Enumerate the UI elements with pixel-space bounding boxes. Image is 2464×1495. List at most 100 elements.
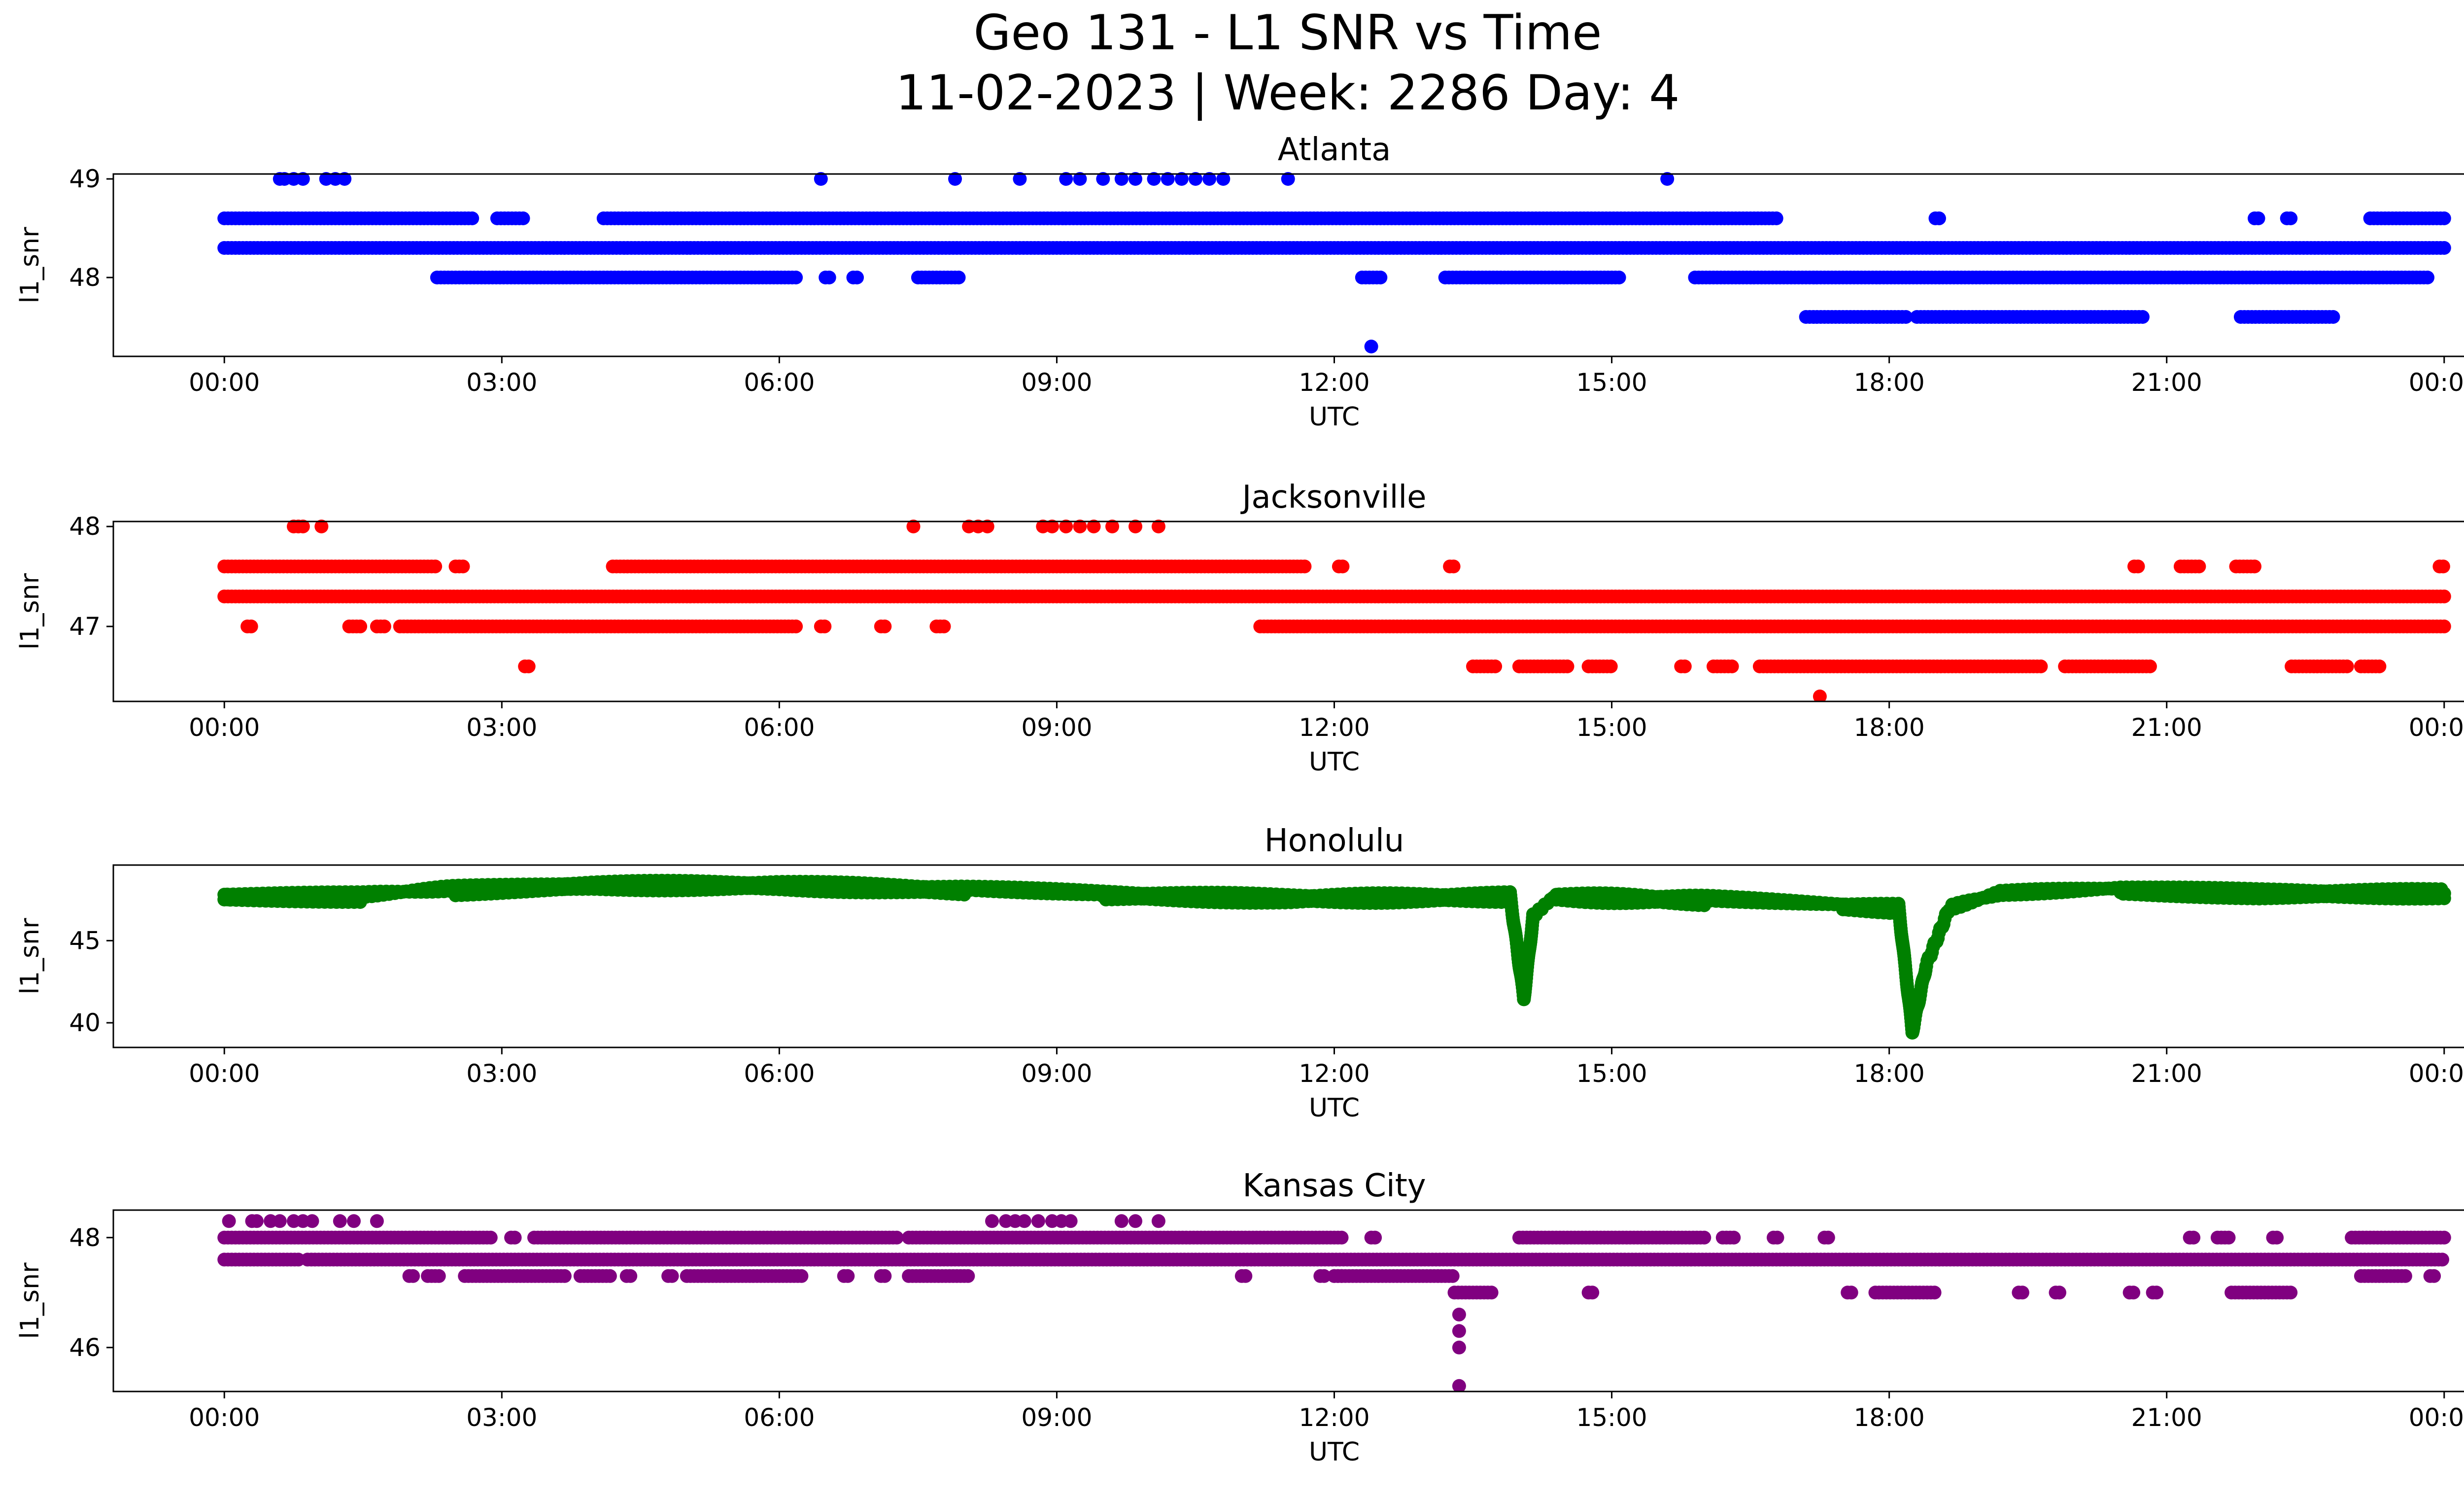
data-point: [2421, 271, 2434, 284]
subplot-title: Jacksonville: [1240, 479, 1427, 516]
data-point: [338, 172, 352, 186]
y-tick-label: 45: [69, 926, 101, 955]
data-point: [1660, 172, 1675, 186]
data-point: [1813, 689, 1827, 701]
plot-frame: [112, 521, 2464, 702]
x-tick-label: 12:00: [1299, 713, 1369, 742]
subplot-title: Honolulu: [1265, 823, 1404, 859]
x-tick-label: 18:00: [1854, 713, 1925, 742]
x-tick-label: 00:00: [189, 713, 260, 742]
data-point: [818, 619, 832, 633]
y-tick-label: 48: [69, 512, 101, 541]
data-point: [1151, 520, 1165, 534]
x-axis-label: UTC: [1309, 402, 1360, 432]
y-axis-label: l1_snr: [15, 227, 45, 304]
data-point: [1096, 172, 1110, 186]
x-tick-label: 09:00: [1021, 368, 1092, 397]
data-point: [814, 172, 828, 186]
data-point: [1174, 172, 1189, 186]
data-point: [377, 619, 391, 633]
subplot-title: Kansas City: [1242, 1168, 1426, 1204]
data-point: [850, 271, 864, 284]
data-point: [2192, 559, 2206, 574]
data-point: [1114, 172, 1129, 186]
x-tick-label: 18:00: [1854, 368, 1925, 397]
x-tick-label: 00:00: [2409, 1059, 2464, 1088]
data-point: [1932, 211, 1946, 225]
y-tick-label: 47: [69, 612, 101, 641]
x-tick-label: 15:00: [1576, 368, 1647, 397]
x-tick-label: 06:00: [744, 1059, 815, 1088]
data-point: [1677, 660, 1692, 673]
data-point: [980, 520, 994, 534]
data-point: [1059, 520, 1073, 534]
data-point: [1560, 660, 1574, 673]
data-point: [1045, 520, 1059, 534]
data-point: [1059, 172, 1073, 186]
data-point: [2437, 891, 2451, 905]
data-point: [2340, 660, 2354, 673]
data-point: [948, 172, 962, 186]
data-point: [952, 271, 966, 284]
data-point: [789, 619, 803, 633]
data-point: [2131, 559, 2145, 574]
data-point: [1161, 172, 1175, 186]
x-tick-label: 03:00: [466, 713, 537, 742]
x-tick-label: 21:00: [2131, 1059, 2202, 1088]
data-point: [789, 271, 803, 284]
scatter-points: [217, 520, 2451, 701]
y-tick-label: 40: [69, 1008, 101, 1037]
plot-frame: [112, 173, 2464, 357]
data-point: [1612, 271, 1626, 284]
x-tick-label: 00:00: [2409, 368, 2464, 397]
x-tick-label: 09:00: [1021, 1059, 1092, 1088]
data-point: [822, 271, 836, 284]
data-point: [465, 211, 479, 225]
data-point: [1899, 310, 1913, 324]
figure-title-line2: 11-02-2023 | Week: 2286 Day: 4: [896, 65, 1680, 121]
data-point: [521, 660, 536, 673]
data-point: [1769, 211, 1783, 225]
x-tick-label: 12:00: [1299, 1059, 1369, 1088]
x-tick-label: 09:00: [1021, 713, 1092, 742]
data-point: [1364, 340, 1378, 353]
y-axis-label: l1_snr: [15, 573, 45, 650]
x-tick-label: 00:00: [2409, 713, 2464, 742]
data-point: [2143, 660, 2157, 673]
data-point: [1281, 172, 1295, 186]
data-point: [1725, 660, 1739, 673]
y-axis-label: l1_snr: [15, 918, 45, 995]
data-point: [2284, 211, 2298, 225]
data-point: [1073, 172, 1087, 186]
data-point: [1147, 172, 1161, 186]
x-tick-label: 15:00: [1576, 713, 1647, 742]
x-axis-label: UTC: [1309, 1093, 1360, 1123]
data-point: [2372, 660, 2387, 673]
data-point: [456, 559, 470, 574]
subplot-title: Atlanta: [1278, 132, 1391, 168]
x-tick-label: 21:00: [2131, 713, 2202, 742]
x-tick-label: 00:00: [189, 368, 260, 397]
data-point: [428, 559, 443, 574]
data-point: [1087, 520, 1101, 534]
x-tick-label: 06:00: [744, 713, 815, 742]
data-point: [516, 211, 530, 225]
data-point: [353, 619, 368, 633]
data-point: [878, 619, 892, 633]
data-point: [1373, 271, 1388, 284]
x-tick-label: 00:00: [189, 1059, 260, 1088]
data-point: [1013, 172, 1027, 186]
x-tick-label: 12:00: [1299, 368, 1369, 397]
data-point: [314, 520, 329, 534]
x-axis-label: UTC: [1309, 747, 1360, 777]
x-tick-label: 03:00: [466, 368, 537, 397]
data-point: [1604, 660, 1618, 673]
data-point: [1129, 172, 1142, 186]
data-point: [296, 520, 310, 534]
data-point: [1073, 520, 1087, 534]
x-tick-label: 03:00: [466, 1059, 537, 1088]
